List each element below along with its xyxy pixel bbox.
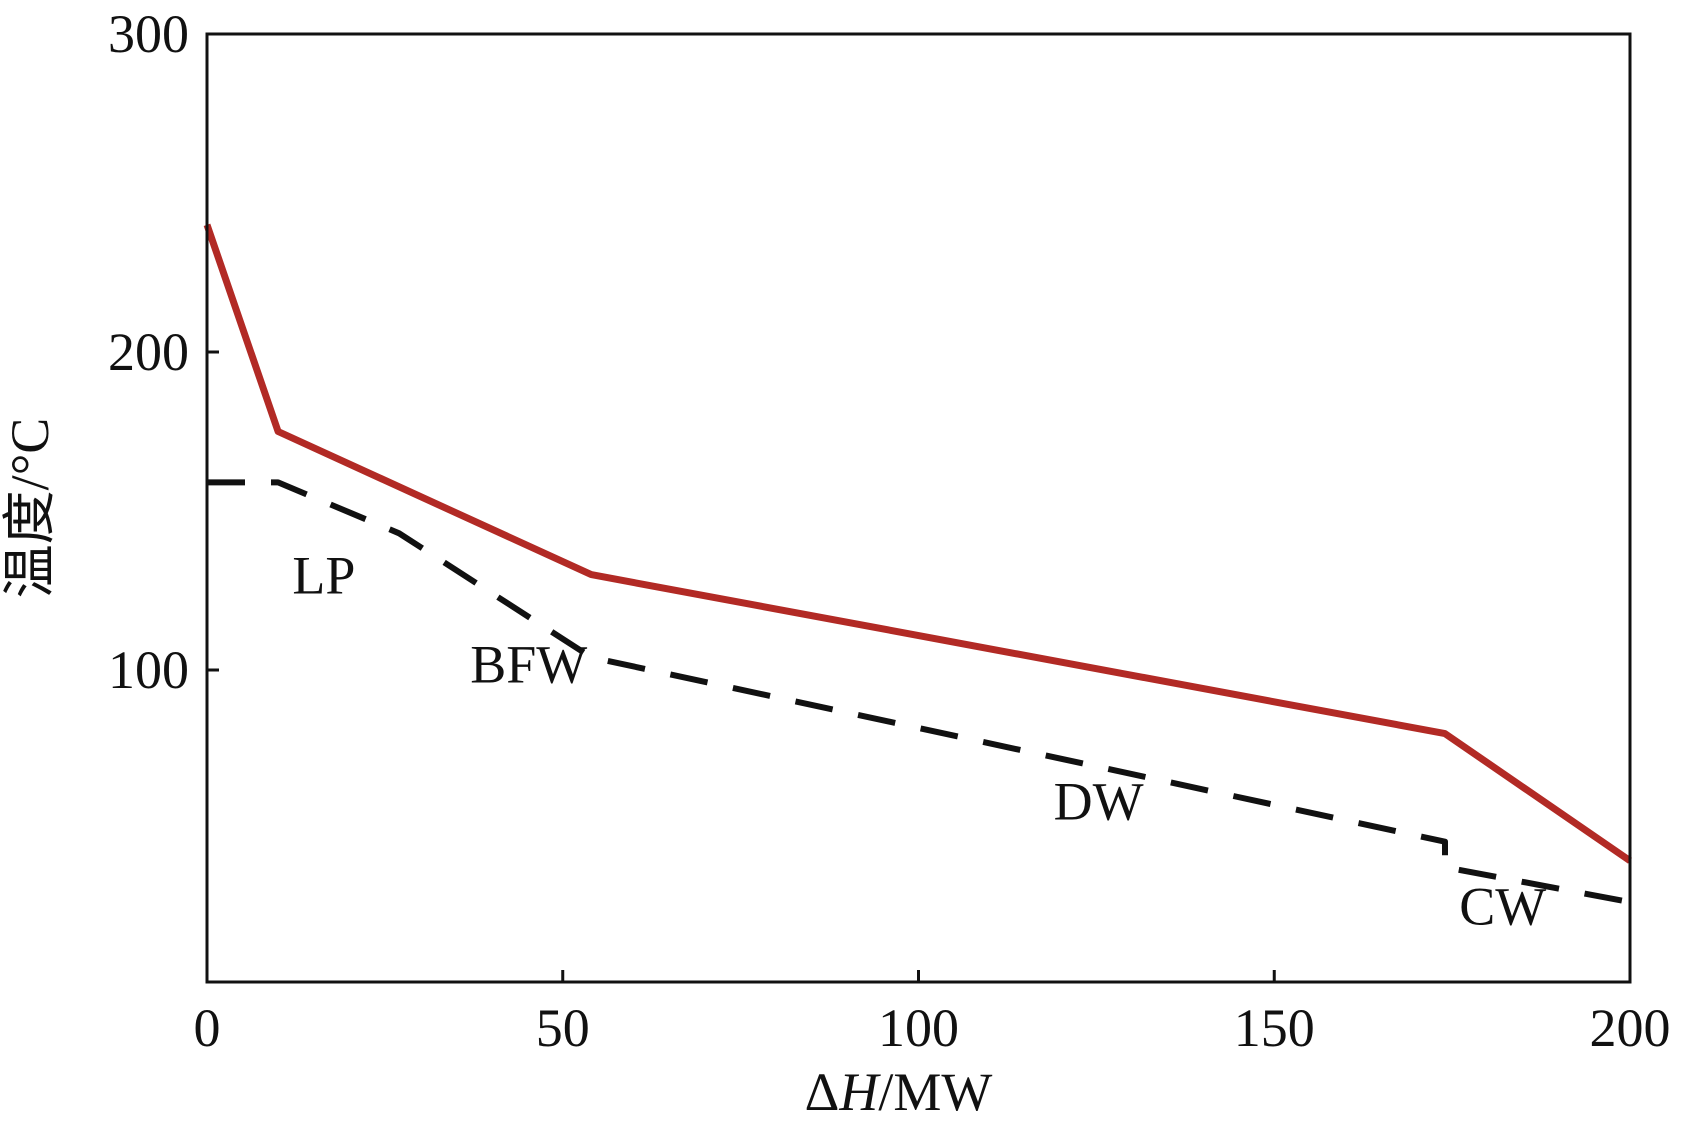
series-layer <box>203 223 1632 906</box>
y-tick-label: 100 <box>108 640 189 700</box>
annotation-label: BFW <box>470 635 587 695</box>
annotation-label: LP <box>292 546 355 606</box>
annotation-layer: LP BFW DW CW <box>292 546 1546 937</box>
y-tick-label: 200 <box>108 322 189 382</box>
x-tick-label: 50 <box>536 998 590 1058</box>
ticks-layer: 0 50 100 150 200 100 200 300 <box>108 4 1671 1058</box>
series-line-solid <box>203 223 1632 864</box>
series-line-dashed <box>207 479 1631 906</box>
x-tick-label: 0 <box>194 998 221 1058</box>
y-tick-label: 300 <box>108 4 189 64</box>
annotation-label: CW <box>1459 876 1546 936</box>
x-tick-label: 150 <box>1234 998 1315 1058</box>
plot-frame <box>205 32 1632 984</box>
x-tick-label: 100 <box>878 998 959 1058</box>
annotation-label: DW <box>1054 771 1144 831</box>
x-axis-label: ΔH/MW <box>805 1062 993 1122</box>
y-axis-label: 温度/°C <box>0 418 60 599</box>
x-tick-label: 200 <box>1590 998 1671 1058</box>
